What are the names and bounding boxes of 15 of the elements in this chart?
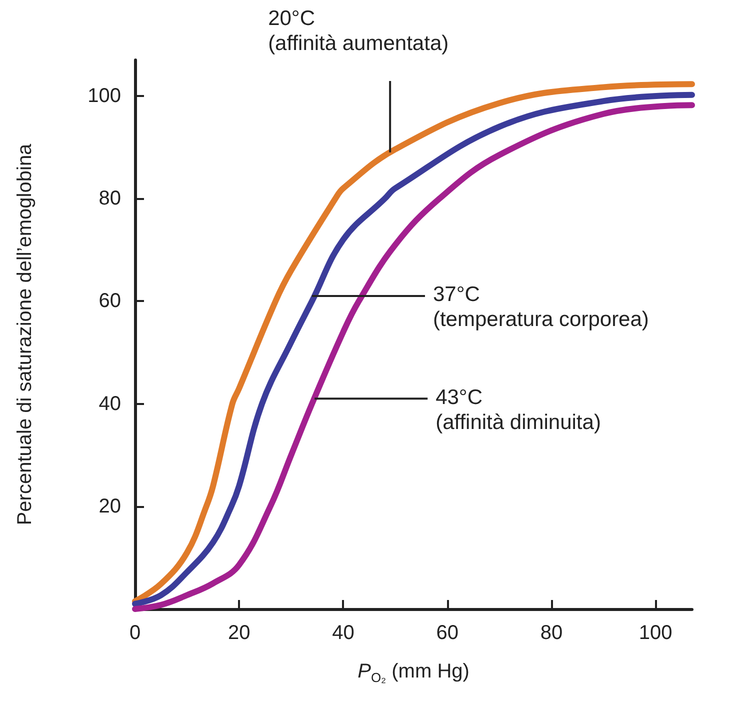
y-tick-label: 100	[88, 84, 121, 107]
x-tick-label: 20	[228, 622, 250, 644]
x-tick-label: 0	[129, 622, 141, 644]
y-tick-label: 20	[98, 495, 121, 518]
annotation: 37°C (temperatura corporea)	[432, 282, 649, 332]
x-tick-label: 80	[540, 622, 563, 644]
x-tick-label: 60	[436, 622, 458, 644]
annotation: 20°C (affinità aumentata)	[268, 6, 449, 56]
y-tick-label: 80	[98, 188, 121, 210]
y-axis-title: Percentuale di saturazione dell’emoglobina	[14, 142, 36, 526]
y-tick-label: 60	[98, 290, 121, 312]
annotation: 43°C (affinità diminuita)	[436, 384, 601, 435]
y-tick-label: 40	[98, 392, 121, 415]
x-tick-label: 40	[332, 622, 354, 644]
x-tick-label: 100	[638, 622, 672, 644]
